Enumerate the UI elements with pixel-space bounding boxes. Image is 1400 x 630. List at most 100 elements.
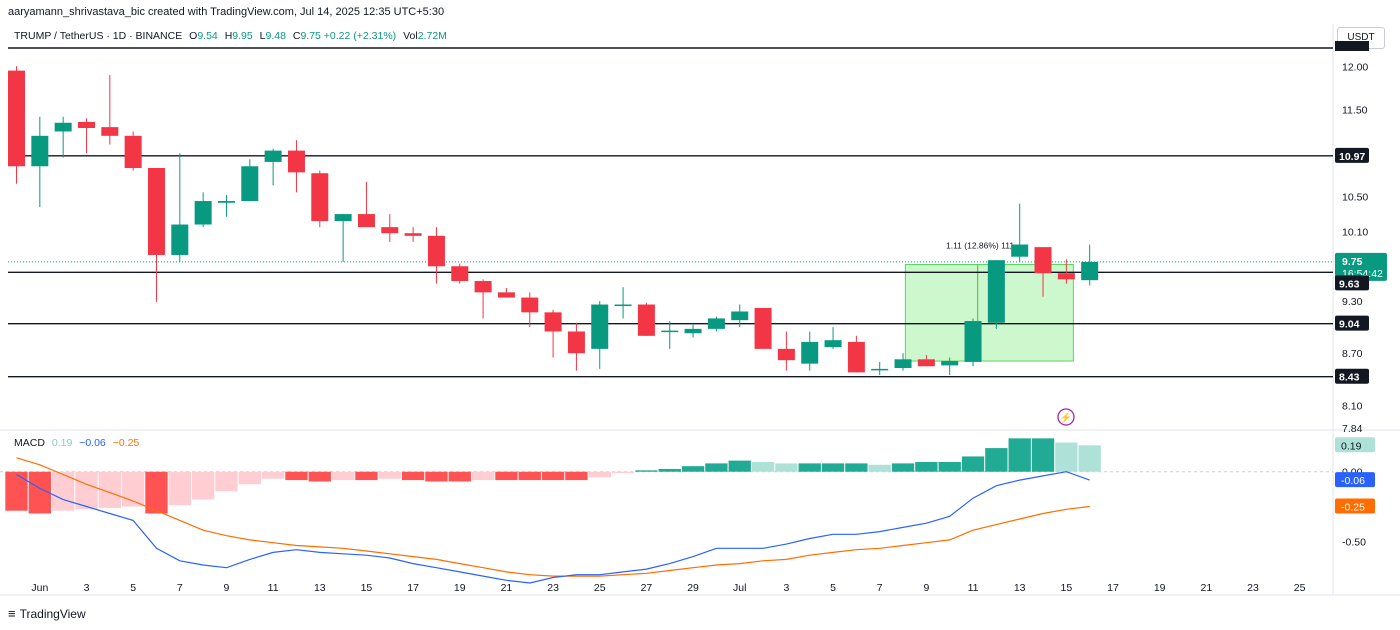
candle-body — [614, 304, 632, 307]
macd-histogram-bar — [98, 471, 121, 508]
macd-histogram-bar — [938, 462, 961, 472]
macd-histogram-bar — [985, 448, 1008, 472]
macd-histogram-bar — [448, 471, 471, 482]
macd-histogram-bar — [75, 471, 98, 510]
macd-histogram-bar — [215, 471, 238, 492]
candle-body — [521, 297, 539, 313]
candle-body — [8, 70, 25, 167]
candle-body — [661, 330, 679, 333]
candle-body — [497, 292, 515, 298]
price-tick-label: 7.84 — [1342, 423, 1363, 435]
level-price-badge — [1335, 147, 1369, 163]
macd-legend-label[interactable]: MACD — [14, 437, 45, 449]
candle-body — [917, 359, 935, 367]
macd-histogram-bar — [565, 471, 588, 481]
time-tick-label: 7 — [177, 582, 183, 594]
candle-body — [1011, 244, 1029, 257]
time-tick-label: 25 — [594, 582, 606, 594]
chart-attribution: aaryamann_shrivastava_bic created with T… — [8, 6, 445, 18]
macd-value-label: -0.06 — [1341, 475, 1365, 487]
time-tick-label: 27 — [641, 582, 653, 594]
price-tick-label: 8.70 — [1342, 348, 1363, 360]
time-tick-label: 29 — [687, 582, 699, 594]
macd-value-badge — [1335, 498, 1375, 514]
macd-tick-label: -0.50 — [1342, 536, 1366, 548]
time-tick-label: 19 — [1154, 582, 1166, 594]
macd-histogram-bar — [705, 463, 728, 472]
candle-body — [1081, 261, 1099, 281]
price-tick-label: 11.50 — [1342, 105, 1368, 117]
candle-body — [637, 304, 655, 336]
price-tick-label: 12.00 — [1342, 61, 1368, 73]
last-price-badge — [1335, 252, 1387, 281]
candle-body — [871, 368, 889, 371]
candle-body — [777, 348, 795, 361]
macd-histogram-bar — [331, 471, 355, 481]
time-tick-label: 13 — [1014, 582, 1026, 594]
macd-histogram-bar — [961, 456, 985, 472]
macd-histogram-bar — [5, 471, 28, 511]
tradingview-logo-icon[interactable]: ≡ — [8, 606, 16, 621]
candle-body — [544, 312, 562, 332]
last-price-label: 9.75 — [1342, 256, 1363, 268]
candle-body — [124, 135, 142, 168]
time-tick-label: 11 — [968, 582, 979, 594]
candle-body — [474, 281, 492, 293]
candle-body — [334, 214, 352, 222]
time-tick-label: 17 — [407, 582, 419, 594]
candle-body — [451, 266, 469, 282]
macd-histogram-bar — [495, 471, 518, 481]
macd-histogram-bar — [541, 471, 565, 481]
time-tick-label: 13 — [314, 582, 326, 594]
price-tick-label: 10.50 — [1342, 192, 1368, 204]
candle-body — [287, 150, 305, 173]
candle-body — [941, 361, 959, 366]
candle-body — [427, 235, 445, 267]
time-tick-label: 15 — [1061, 582, 1073, 594]
time-tick-label: 19 — [454, 582, 466, 594]
lightning-icon — [1057, 408, 1075, 426]
symbol-name[interactable]: TRUMP / TetherUS · 1D · BINANCE — [14, 30, 183, 42]
close-label: C — [292, 30, 301, 42]
level-price-label: 9.04 — [1339, 319, 1360, 331]
time-tick-label: 7 — [877, 582, 883, 594]
candle-body — [731, 311, 749, 321]
candle-body — [404, 233, 422, 236]
candle-body — [54, 122, 72, 132]
high-value: 9.95 — [232, 30, 253, 42]
macd-histogram-bar — [355, 471, 378, 481]
candle-body — [964, 321, 982, 362]
candle-body — [241, 166, 259, 202]
macd-histogram-bar — [681, 466, 705, 472]
macd-legend-signal: −0.25 — [112, 437, 140, 449]
level-price-label: 9.63 — [1339, 278, 1360, 290]
macd-histogram-bar — [285, 471, 308, 481]
macd-legend-macd: −0.06 — [79, 437, 106, 449]
time-tick-label: 5 — [830, 582, 836, 594]
candle-body — [194, 201, 212, 225]
low-value: 9.48 — [265, 30, 286, 42]
tradingview-brand[interactable]: TradingView — [19, 606, 86, 621]
level-price-badge — [1335, 275, 1369, 291]
macd-line — [16, 471, 1090, 584]
macd-value-label: 0.19 — [1341, 440, 1362, 452]
candle-body — [1034, 247, 1052, 274]
macd-histogram-bar — [238, 471, 261, 485]
macd-histogram-bar — [611, 471, 635, 474]
open-value: 9.54 — [197, 30, 218, 42]
candle-body — [847, 341, 865, 373]
price-tick-label: 9.30 — [1342, 296, 1363, 308]
time-tick-label: 9 — [224, 582, 230, 594]
open-label: O — [189, 30, 198, 42]
macd-histogram-bar — [1008, 438, 1031, 472]
candle-body — [684, 328, 702, 334]
time-tick-label: 3 — [84, 582, 90, 594]
macd-histogram-bar — [751, 462, 775, 472]
macd-histogram-bar — [1055, 442, 1078, 472]
candle-body — [987, 260, 1005, 323]
tradingview-footer: ≡ TradingView — [8, 606, 86, 621]
time-tick-label: 9 — [923, 582, 929, 594]
candle-body — [31, 135, 49, 167]
macd-histogram-bar — [308, 471, 331, 482]
